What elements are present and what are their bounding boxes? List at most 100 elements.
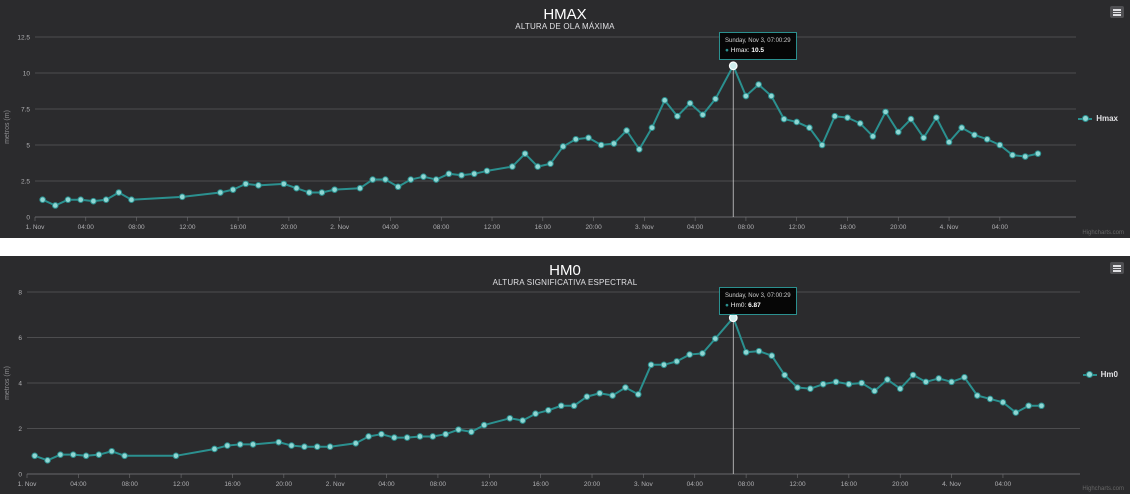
data-point[interactable] [521, 150, 529, 157]
data-point[interactable] [382, 176, 389, 183]
data-point[interactable] [781, 371, 788, 379]
data-point[interactable] [660, 361, 668, 369]
data-point[interactable] [597, 141, 605, 149]
data-point[interactable] [742, 92, 750, 100]
data-point[interactable] [31, 452, 39, 460]
data-point-highlighted[interactable] [728, 61, 738, 71]
data-point[interactable] [909, 371, 917, 379]
data-point[interactable] [559, 143, 567, 150]
data-point[interactable] [971, 131, 978, 139]
data-point[interactable] [90, 197, 97, 205]
data-point[interactable] [596, 389, 604, 397]
data-point[interactable] [378, 430, 385, 438]
data-point[interactable] [420, 173, 427, 180]
data-point[interactable] [102, 196, 110, 204]
data-point[interactable] [945, 138, 953, 146]
data-point[interactable] [115, 189, 123, 196]
data-point[interactable] [44, 457, 51, 464]
data-point[interactable] [686, 351, 693, 358]
data-point[interactable] [661, 97, 668, 104]
data-point[interactable] [844, 114, 851, 121]
data-point[interactable] [806, 124, 813, 132]
data-point[interactable] [973, 392, 981, 399]
data-point[interactable] [623, 127, 630, 134]
data-point[interactable] [1038, 402, 1045, 410]
data-point[interactable] [255, 182, 262, 189]
data-point[interactable] [933, 114, 940, 121]
data-point[interactable] [483, 167, 491, 175]
data-point[interactable] [780, 115, 788, 123]
data-point[interactable] [82, 452, 90, 460]
data-point[interactable] [699, 350, 706, 357]
data-point[interactable] [996, 141, 1004, 149]
data-point[interactable] [64, 196, 72, 204]
data-point[interactable] [570, 402, 578, 410]
data-point[interactable] [318, 189, 326, 196]
data-point[interactable] [403, 434, 411, 441]
data-point[interactable] [534, 163, 542, 170]
data-point[interactable] [635, 146, 643, 153]
data-point[interactable] [293, 184, 300, 192]
data-point[interactable] [480, 421, 488, 429]
data-point[interactable] [547, 160, 554, 168]
data-point[interactable] [331, 186, 338, 193]
data-point[interactable] [634, 391, 642, 398]
data-point[interactable] [365, 433, 372, 440]
data-point[interactable] [352, 439, 360, 447]
data-point[interactable] [999, 399, 1007, 406]
data-point[interactable] [1009, 151, 1016, 159]
data-point[interactable] [172, 452, 180, 460]
data-point[interactable] [275, 438, 282, 446]
data-point[interactable] [585, 134, 592, 142]
data-point[interactable] [458, 171, 465, 179]
data-point[interactable] [407, 176, 415, 183]
data-point[interactable] [470, 170, 478, 178]
data-point[interactable] [390, 434, 398, 441]
data-point-highlighted[interactable] [728, 313, 738, 323]
data-point[interactable] [920, 134, 927, 142]
data-point[interactable] [831, 112, 839, 120]
data-point[interactable] [858, 379, 865, 387]
data-point[interactable] [647, 361, 655, 369]
data-point[interactable] [288, 442, 295, 449]
data-point[interactable] [961, 374, 968, 381]
data-point[interactable] [907, 115, 915, 123]
data-point[interactable] [69, 451, 77, 458]
data-point[interactable] [884, 376, 891, 383]
credits-link[interactable]: Highcharts.com [1082, 486, 1124, 492]
data-point[interactable] [77, 196, 85, 204]
data-point[interactable] [506, 414, 514, 422]
data-point[interactable] [648, 124, 656, 132]
data-point[interactable] [832, 378, 840, 386]
data-point[interactable] [869, 133, 877, 140]
data-point[interactable] [818, 141, 826, 149]
data-point[interactable] [455, 426, 462, 433]
data-point[interactable] [674, 112, 681, 120]
data-point[interactable] [622, 384, 629, 391]
data-point[interactable] [468, 428, 475, 436]
data-point[interactable] [871, 387, 878, 395]
data-point[interactable] [712, 335, 719, 342]
data-point[interactable] [217, 189, 224, 196]
data-point[interactable] [807, 385, 814, 392]
data-point[interactable] [326, 443, 334, 450]
data-point[interactable] [394, 183, 402, 191]
data-point[interactable] [983, 135, 991, 143]
data-point[interactable] [95, 451, 103, 458]
data-point[interactable] [856, 120, 864, 127]
credits-link[interactable]: Highcharts.com [1082, 230, 1124, 236]
data-point[interactable] [301, 443, 308, 450]
data-point[interactable] [249, 441, 257, 448]
context-menu-button[interactable] [1110, 262, 1124, 274]
data-point[interactable] [442, 430, 449, 438]
data-point[interactable] [39, 196, 46, 204]
data-point[interactable] [686, 99, 694, 107]
data-point[interactable] [1025, 402, 1032, 410]
context-menu-button[interactable] [1110, 6, 1124, 18]
data-point[interactable] [532, 410, 539, 418]
data-point[interactable] [178, 193, 186, 201]
data-point[interactable] [935, 375, 943, 382]
data-point[interactable] [429, 433, 437, 440]
data-point[interactable] [545, 407, 552, 414]
data-point[interactable] [794, 384, 801, 391]
